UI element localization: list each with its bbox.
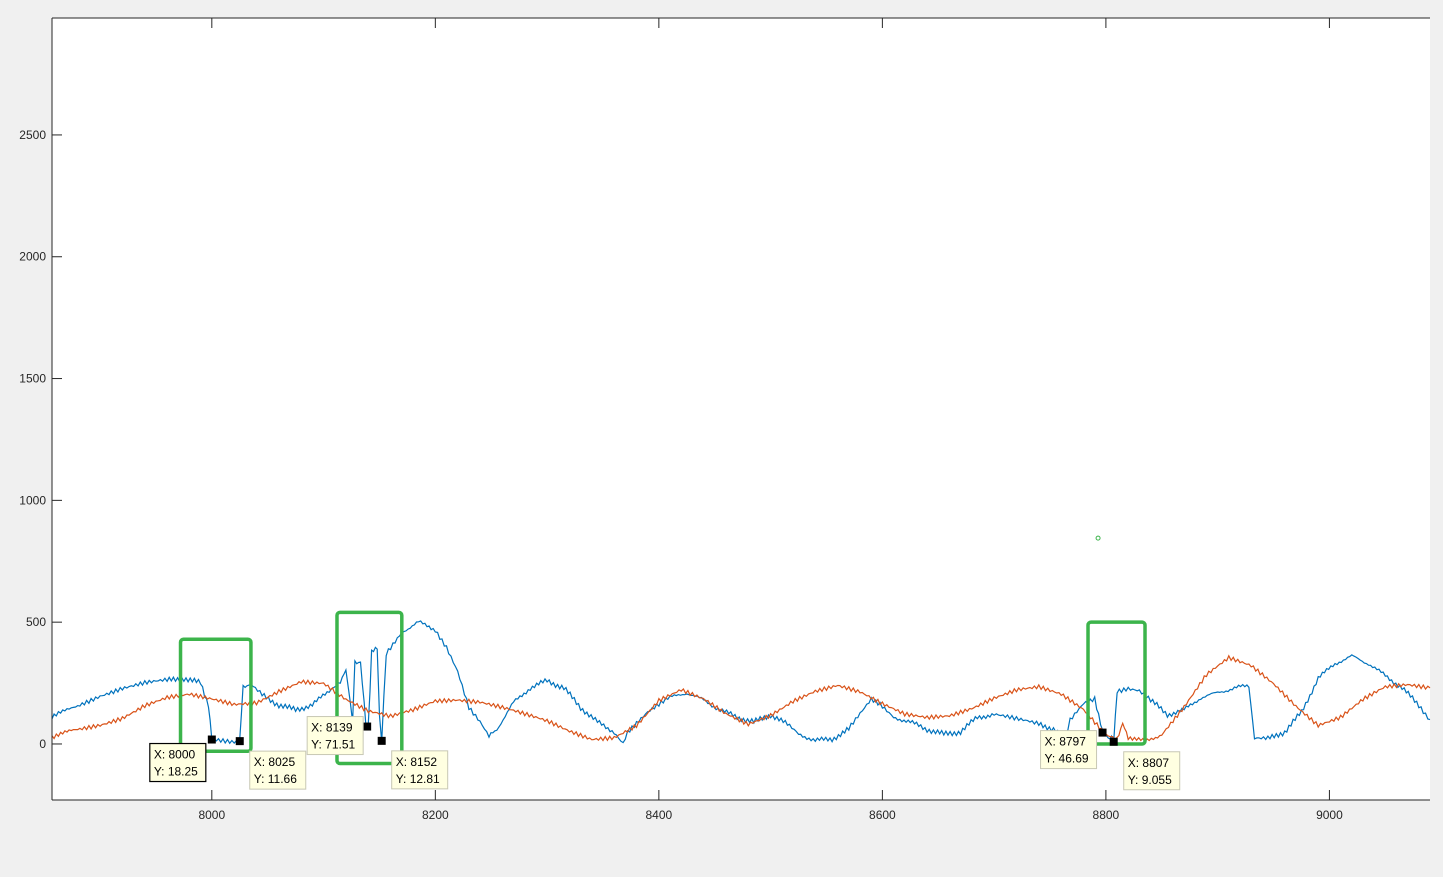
datatip-y-text: Y: 11.66: [254, 772, 297, 786]
datatip-x-text: X: 8000: [154, 748, 196, 762]
datatip-box: [1123, 751, 1181, 791]
datatip-box: [306, 716, 364, 756]
x-tick-label: 8000: [198, 808, 225, 822]
datatip-1: X: 8000 Y: 18.25: [149, 742, 207, 783]
datatip-marker-layer: [207, 722, 1118, 746]
y-tick-label: 500: [26, 615, 46, 629]
x-tick-label: 8600: [869, 808, 896, 822]
highlight-box-1: [178, 637, 253, 754]
datatip-box: [149, 742, 207, 783]
datatip-box: [1040, 730, 1098, 770]
datatip-box: [391, 750, 449, 790]
plot-background: [52, 18, 1430, 800]
tick-layer: 8000 8200 8400 8600 8800 9000 0 500 1000 1500 2000…: [19, 18, 1343, 822]
x-tick-label: 9000: [1316, 808, 1343, 822]
y-tick-label: 1500: [19, 372, 46, 386]
datatip-4: X: 8152 Y: 12.81: [391, 750, 449, 790]
series-2-line: [51, 654, 1431, 743]
datatip-x-text: X: 8152: [396, 755, 438, 769]
datatip-box: [249, 750, 307, 790]
datatip-marker-3: [363, 722, 372, 731]
x-tick-label: 8200: [422, 808, 449, 822]
series-layer: [51, 620, 1431, 746]
datatip-y-text: Y: 71.51: [311, 738, 355, 752]
stray-marker: [1095, 535, 1101, 541]
y-tick-label: 2000: [19, 250, 46, 264]
axes-layer: [51, 17, 1430, 801]
datatip-y-text: Y: 46.69: [1045, 752, 1089, 766]
datatip-marker-4: [377, 736, 386, 745]
datatip-2: X: 8025 Y: 11.66: [249, 750, 307, 790]
datatip-y-text: Y: 12.81: [396, 772, 440, 786]
datatip-y-text: Y: 9.055: [1128, 773, 1172, 787]
datatip-x-text: X: 8139: [311, 721, 353, 735]
datatip-marker-6: [1109, 737, 1118, 746]
x-tick-label: 8400: [646, 808, 673, 822]
datatip-3: X: 8139 Y: 71.51: [306, 716, 364, 756]
datatip-y-text: Y: 18.25: [154, 765, 198, 779]
datatip-x-text: X: 8797: [1045, 735, 1087, 749]
datatip-marker-5: [1098, 728, 1107, 737]
y-tick-label: 2500: [19, 128, 46, 142]
y-tick-label: 1000: [19, 493, 46, 507]
datatip-layer: X: 8000 Y: 18.25 X: 8025 Y: 11.66 X: 8139 Y: …: [149, 716, 1181, 791]
highlight-box-2: [335, 610, 404, 766]
datatip-6: X: 8807 Y: 9.055: [1123, 751, 1181, 791]
datatip-5: X: 8797 Y: 46.69: [1040, 730, 1098, 770]
datatip-x-text: X: 8025: [254, 755, 296, 769]
x-tick-label: 8800: [1093, 808, 1120, 822]
y-tick-label: 0: [39, 737, 46, 751]
datatip-marker-1: [207, 735, 216, 744]
datatip-marker-2: [235, 737, 244, 746]
datatip-x-text: X: 8807: [1128, 756, 1170, 770]
